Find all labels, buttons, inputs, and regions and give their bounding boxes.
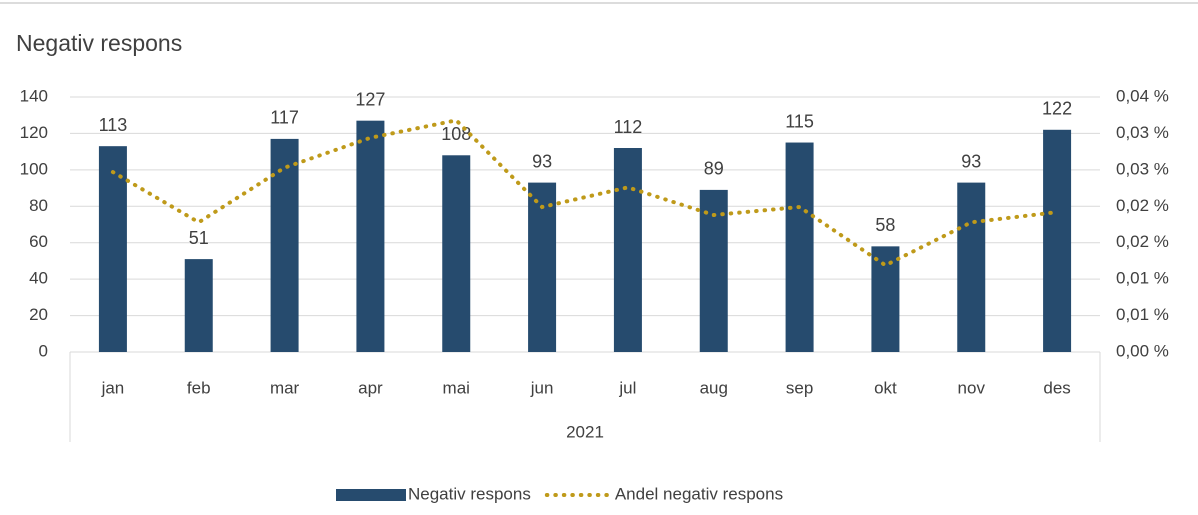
y2-tick-label: 0,03 %: [1116, 159, 1169, 178]
bar: [356, 120, 385, 352]
x-tick-label: mar: [270, 378, 300, 397]
legend-label: Negativ respons: [408, 484, 531, 503]
data-label: 112: [614, 117, 643, 137]
bar: [98, 146, 127, 352]
group-label: 2021: [566, 422, 604, 441]
x-tick-label: apr: [358, 378, 383, 397]
data-label: 115: [785, 111, 814, 131]
bar: [871, 246, 900, 352]
data-label: 127: [355, 89, 385, 109]
x-tick-label: aug: [700, 378, 728, 397]
y2-tick-label: 0,04 %: [1116, 86, 1169, 105]
x-tick-label: nov: [958, 378, 986, 397]
x-tick-label: sep: [786, 378, 813, 397]
y-tick-label: 100: [20, 159, 48, 178]
y-tick-label: 0: [39, 341, 48, 360]
y-tick-label: 140: [20, 86, 48, 105]
data-label: 51: [189, 228, 209, 248]
bar: [785, 142, 814, 352]
y-tick-label: 20: [29, 305, 48, 324]
data-label: 89: [704, 159, 724, 179]
line: [110, 118, 1060, 268]
x-tick-label: jul: [618, 378, 636, 397]
y2-tick-label: 0,00 %: [1116, 341, 1169, 360]
y2-tick-label: 0,02 %: [1116, 196, 1169, 215]
x-tick-label: jun: [530, 378, 554, 397]
data-label: 122: [1042, 99, 1072, 119]
x-tick-label: feb: [187, 378, 211, 397]
data-label: 93: [532, 151, 552, 171]
legend-label: Andel negativ respons: [615, 484, 783, 503]
y2-tick-label: 0,03 %: [1116, 123, 1169, 142]
y2-tick-label: 0,02 %: [1116, 232, 1169, 251]
bar: [957, 182, 986, 352]
bar: [613, 148, 642, 352]
y-tick-label: 120: [20, 123, 48, 142]
bar: [442, 155, 471, 352]
legend-swatch: [336, 489, 406, 501]
data-label: 113: [99, 115, 128, 135]
y-tick-label: 80: [29, 196, 48, 215]
x-tick-label: okt: [874, 378, 897, 397]
x-tick-label: mai: [443, 378, 470, 397]
data-label: 108: [441, 124, 471, 144]
data-label: 117: [270, 108, 299, 128]
x-tick-label: jan: [101, 378, 125, 397]
chart-title: Negativ respons: [16, 30, 182, 56]
data-label: 93: [961, 151, 981, 171]
bar: [1043, 129, 1072, 352]
bar: [270, 138, 299, 352]
bar: [184, 259, 213, 352]
data-label: 58: [875, 215, 895, 235]
y-tick-label: 60: [29, 232, 48, 251]
bar: [528, 182, 557, 352]
x-tick-label: des: [1043, 378, 1070, 397]
y-tick-label: 40: [29, 269, 48, 288]
y2-tick-label: 0,01 %: [1116, 269, 1169, 288]
y2-tick-label: 0,01 %: [1116, 305, 1169, 324]
